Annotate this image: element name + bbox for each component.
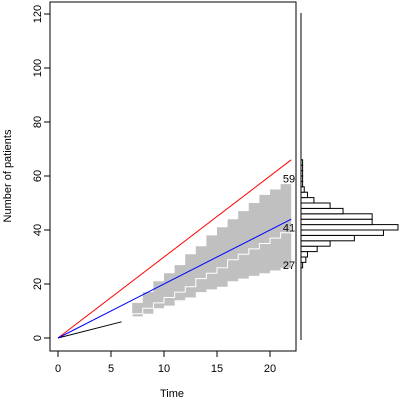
histogram-bar bbox=[300, 159, 304, 166]
histogram-bar bbox=[300, 218, 373, 226]
histogram-bar bbox=[300, 191, 308, 199]
histogram-bar bbox=[300, 224, 399, 231]
histogram-bar bbox=[300, 202, 331, 209]
y-axis-ticks: 0 20 40 60 80 100 120 bbox=[32, 5, 50, 341]
x-axis-title: Time bbox=[160, 388, 184, 400]
series-line-upper_line bbox=[57, 159, 292, 339]
x-axis-ticks: 0 5 10 15 20 bbox=[55, 351, 276, 375]
y-tick-label: 100 bbox=[32, 59, 44, 77]
histogram-bar bbox=[300, 234, 355, 242]
median-path bbox=[121, 227, 292, 323]
histogram-bar bbox=[300, 261, 304, 269]
histogram-bar bbox=[300, 164, 304, 172]
series-line-observed bbox=[57, 321, 122, 339]
y-axis-title: Number of patients bbox=[2, 129, 14, 222]
histogram-bar bbox=[300, 229, 384, 236]
histogram bbox=[300, 159, 399, 269]
y-tick-label: 40 bbox=[32, 224, 44, 236]
y-tick-label: 80 bbox=[32, 116, 44, 128]
histogram-bar bbox=[300, 245, 318, 253]
band-area bbox=[121, 178, 292, 322]
histogram-bar bbox=[300, 240, 331, 247]
x-tick-label: 5 bbox=[108, 363, 114, 375]
histogram-bar bbox=[300, 213, 373, 220]
prediction-band bbox=[121, 178, 292, 323]
annotation-27: 27 bbox=[283, 260, 295, 272]
histogram-bar bbox=[300, 170, 304, 177]
x-tick-label: 10 bbox=[158, 363, 170, 375]
series-line-mean_line bbox=[57, 218, 292, 339]
annotation-41: 41 bbox=[283, 222, 295, 234]
histogram-bar bbox=[300, 207, 344, 215]
y-tick-label: 0 bbox=[32, 335, 44, 341]
x-tick-label: 0 bbox=[55, 363, 61, 375]
series-lines bbox=[57, 159, 292, 339]
histogram-bar bbox=[300, 197, 315, 204]
annotation-59: 59 bbox=[283, 174, 295, 186]
x-tick-label: 20 bbox=[264, 363, 276, 375]
y-tick-label: 20 bbox=[32, 278, 44, 290]
histogram-bar bbox=[300, 180, 304, 188]
y-tick-label: 60 bbox=[32, 170, 44, 182]
x-tick-label: 15 bbox=[211, 363, 223, 375]
histogram-bar bbox=[300, 186, 305, 193]
histogram-bar bbox=[300, 175, 304, 182]
y-tick-label: 120 bbox=[32, 5, 44, 23]
annotations: 59 41 27 bbox=[283, 174, 295, 272]
histogram-bar bbox=[300, 251, 308, 258]
histogram-bar bbox=[300, 256, 307, 263]
